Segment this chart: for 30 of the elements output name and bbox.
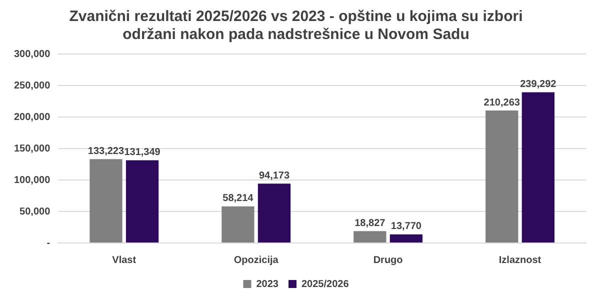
bar xyxy=(222,206,254,242)
legend-label: 2025/2026 xyxy=(301,278,350,290)
y-tick-label: 50,000 xyxy=(20,206,51,218)
data-label: 131,349 xyxy=(124,147,161,158)
bar xyxy=(354,231,386,242)
x-tick-label: Vlast xyxy=(112,254,137,266)
y-tick-label: 250,000 xyxy=(14,80,51,92)
x-tick-label: Drugo xyxy=(373,254,403,266)
bar xyxy=(390,234,423,242)
y-tick-label: - xyxy=(46,238,50,249)
data-label: 18,827 xyxy=(354,218,386,229)
y-tick-label: 150,000 xyxy=(14,143,51,154)
chart-title: Zvanični rezultati 2025/2026 vs 2023 - opštine u kojima su izbori održani nakon pada nadstrešnice u Novom Sadu xyxy=(69,8,523,44)
bar xyxy=(486,110,518,242)
data-label: 94,173 xyxy=(258,170,290,182)
bar xyxy=(258,184,291,242)
data-label: 239,292 xyxy=(520,78,557,90)
data-label: 13,770 xyxy=(390,221,422,232)
legend-label: 2023 xyxy=(256,278,279,290)
data-label: 133,223 xyxy=(88,146,124,157)
bar xyxy=(522,92,554,242)
y-tick-label: 300,000 xyxy=(14,48,51,60)
bar xyxy=(126,160,159,242)
x-tick-label: Izlaznost xyxy=(498,254,542,266)
data-label: 58,214 xyxy=(222,193,254,204)
bar xyxy=(90,159,122,242)
y-tick-label: 100,000 xyxy=(14,174,51,186)
data-label: 210,263 xyxy=(484,97,520,108)
y-tick-label: 200,000 xyxy=(14,112,51,123)
x-tick-label: Opozicija xyxy=(234,254,279,266)
